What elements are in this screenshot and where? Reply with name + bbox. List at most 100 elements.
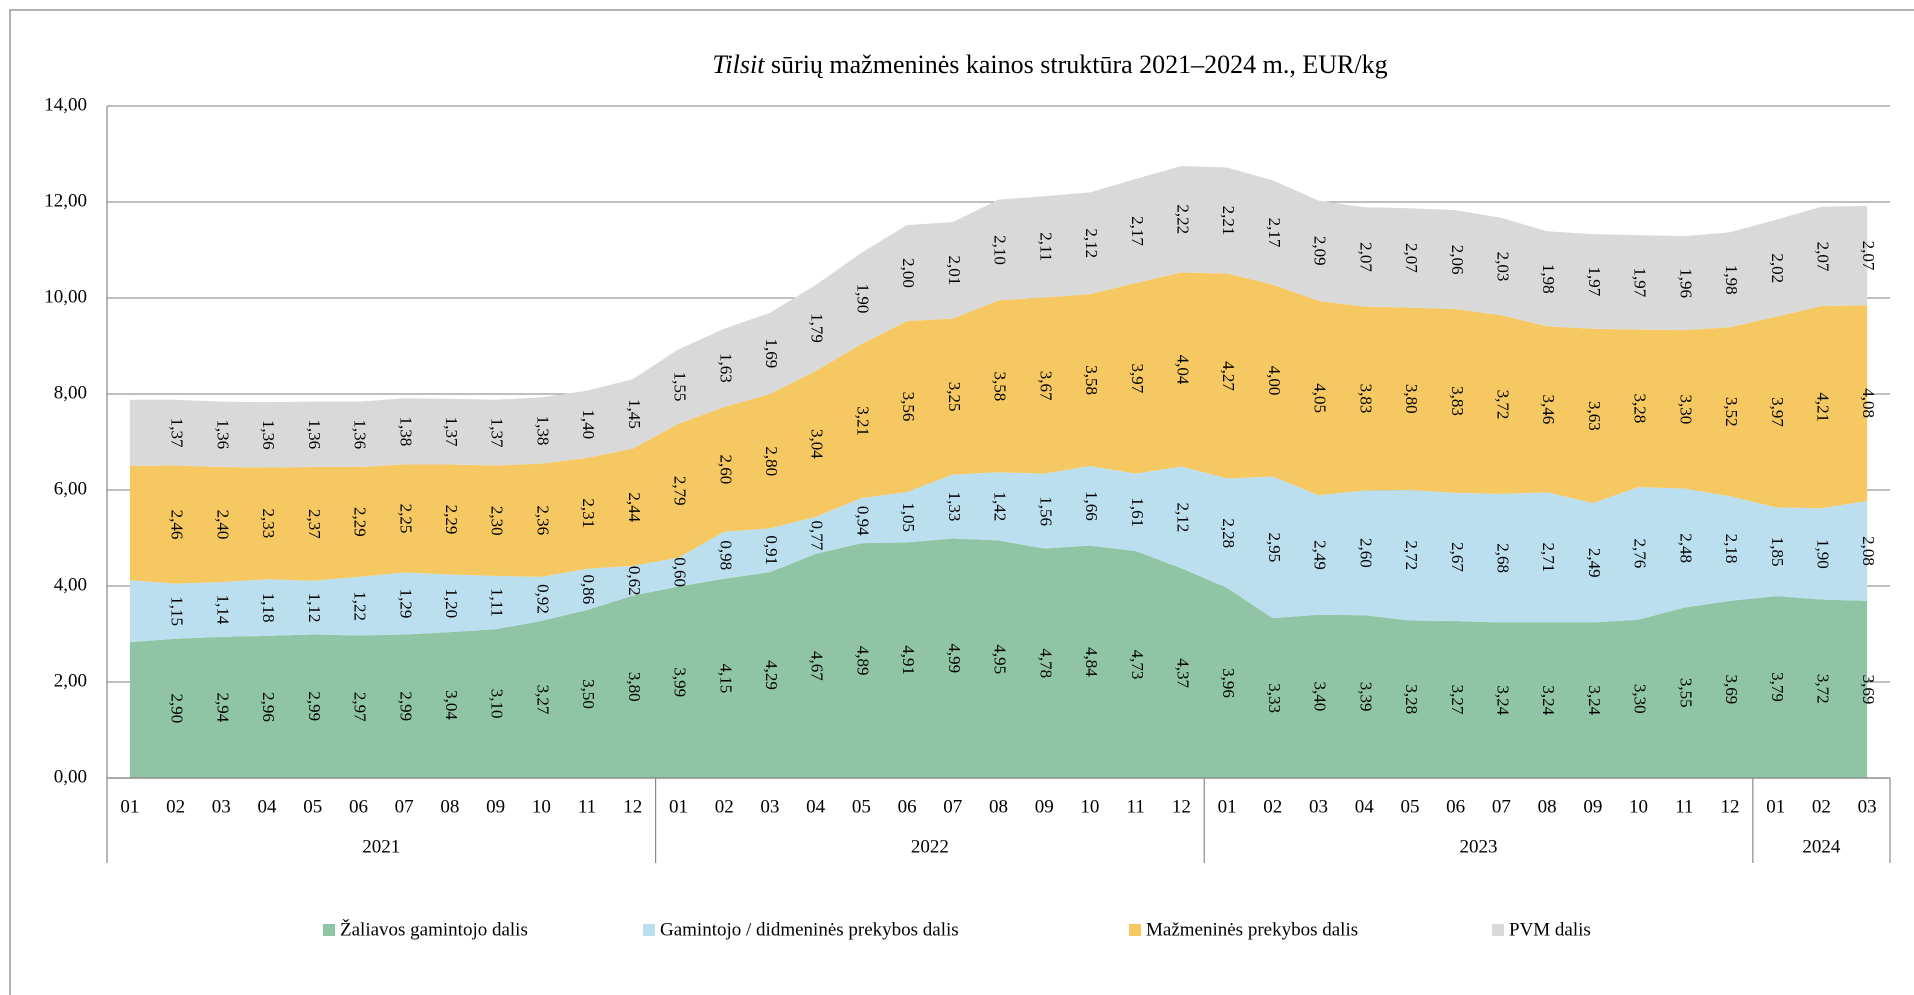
- value-label: 0,91: [762, 535, 781, 565]
- value-label: 4,99: [945, 643, 964, 673]
- value-label: 4,21: [1814, 392, 1833, 422]
- value-label: 4,29: [762, 660, 781, 690]
- value-label: 1,97: [1585, 267, 1604, 297]
- value-label: 1,11: [488, 588, 507, 617]
- value-label: 3,72: [1814, 674, 1833, 704]
- value-label: 3,39: [1356, 682, 1375, 712]
- value-label: 2,09: [1311, 236, 1330, 266]
- value-label: 2,49: [1311, 540, 1330, 570]
- value-label: 4,27: [1219, 361, 1238, 391]
- area: [129, 538, 1868, 778]
- value-label: 1,61: [1128, 497, 1147, 527]
- value-label: 1,15: [168, 596, 187, 626]
- year-label: 2022: [911, 836, 949, 857]
- x-tick-label: 10: [532, 796, 551, 817]
- value-label: 0,86: [579, 574, 598, 604]
- value-label: 2,67: [1448, 542, 1467, 572]
- x-tick-label: 12: [1720, 796, 1739, 817]
- value-label: 1,38: [396, 417, 415, 447]
- value-label: 2,02: [1768, 253, 1787, 283]
- value-label: 2,22: [1173, 204, 1192, 234]
- value-label: 2,12: [1082, 228, 1101, 258]
- value-label: 2,12: [1173, 502, 1192, 532]
- legend-swatch: [1129, 924, 1141, 936]
- value-label: 2,72: [1402, 540, 1421, 570]
- x-tick-label: 07: [943, 796, 962, 817]
- value-label: 3,97: [1128, 364, 1147, 394]
- y-tick-label: 10,00: [44, 286, 87, 307]
- x-tick-label: 02: [715, 796, 734, 817]
- value-label: 3,10: [488, 689, 507, 719]
- x-tick-label: 10: [1629, 796, 1648, 817]
- value-label: 2,95: [1265, 532, 1284, 562]
- value-label: 3,04: [808, 429, 827, 459]
- x-tick-label: 03: [760, 796, 779, 817]
- value-label: 1,40: [579, 409, 598, 439]
- value-label: 1,97: [1631, 268, 1650, 298]
- value-label: 0,62: [625, 566, 644, 596]
- x-tick-label: 11: [1127, 796, 1145, 817]
- value-label: 1,66: [1082, 491, 1101, 521]
- value-label: 2,36: [533, 505, 552, 535]
- value-label: 3,30: [1676, 394, 1695, 424]
- value-label: 2,76: [1631, 538, 1650, 568]
- value-label: 3,79: [1768, 672, 1787, 702]
- value-label: 1,56: [1036, 496, 1055, 526]
- value-label: 1,90: [853, 284, 872, 314]
- value-label: 1,20: [442, 588, 461, 618]
- value-label: 2,40: [213, 510, 232, 540]
- value-label: 2,49: [1585, 548, 1604, 578]
- x-tick-label: 08: [1538, 796, 1557, 817]
- y-tick-label: 2,00: [54, 670, 87, 691]
- x-tick-label: 10: [1080, 796, 1099, 817]
- x-tick-label: 06: [898, 796, 917, 817]
- areas: [129, 166, 1868, 778]
- value-label: 4,84: [1082, 647, 1101, 677]
- x-tick-label: 11: [578, 796, 596, 817]
- x-tick-label: 09: [1583, 796, 1602, 817]
- value-label: 3,24: [1539, 685, 1558, 715]
- value-label: 2,37: [305, 509, 324, 539]
- value-label: 3,58: [1082, 365, 1101, 395]
- value-label: 1,37: [168, 418, 187, 448]
- value-label: 3,69: [1859, 675, 1878, 705]
- value-label: 3,80: [625, 672, 644, 702]
- value-label: 3,24: [1585, 685, 1604, 715]
- area: [129, 166, 1868, 468]
- value-label: 4,04: [1173, 355, 1192, 385]
- value-label: 4,05: [1311, 383, 1330, 413]
- value-label: 2,29: [351, 507, 370, 537]
- year-label: 2023: [1460, 836, 1498, 857]
- x-tick-label: 11: [1675, 796, 1693, 817]
- y-tick-label: 12,00: [44, 190, 87, 211]
- x-tick-label: 06: [349, 796, 368, 817]
- value-label: 2,48: [1676, 533, 1695, 563]
- x-tick-label: 03: [212, 796, 231, 817]
- value-label: 1,96: [1676, 268, 1695, 298]
- value-label: 3,46: [1539, 394, 1558, 424]
- value-label: 1,85: [1768, 537, 1787, 567]
- x-tick-label: 06: [1446, 796, 1465, 817]
- value-label: 3,30: [1631, 684, 1650, 714]
- value-label: 3,50: [579, 679, 598, 709]
- value-label: 1,90: [1814, 539, 1833, 569]
- value-label: 1,37: [488, 418, 507, 448]
- x-tick-label: 04: [258, 796, 278, 817]
- value-label: 2,10: [991, 235, 1010, 265]
- value-label: 2,99: [396, 691, 415, 721]
- value-label: 2,17: [1265, 218, 1284, 248]
- value-label: 2,25: [396, 504, 415, 534]
- x-tick-label: 02: [1263, 796, 1282, 817]
- value-label: 2,68: [1493, 543, 1512, 573]
- x-tick-label: 02: [1812, 796, 1831, 817]
- value-label: 2,71: [1539, 543, 1558, 573]
- value-label: 1,05: [899, 502, 918, 532]
- value-label: 4,67: [808, 651, 827, 681]
- y-tick-label: 14,00: [44, 94, 87, 115]
- value-label: 0,94: [853, 506, 872, 536]
- value-label: 2,07: [1814, 242, 1833, 272]
- value-label: 3,21: [853, 406, 872, 436]
- value-label: 3,28: [1631, 394, 1650, 424]
- value-label: 2,46: [168, 510, 187, 540]
- x-tick-label: 01: [669, 796, 688, 817]
